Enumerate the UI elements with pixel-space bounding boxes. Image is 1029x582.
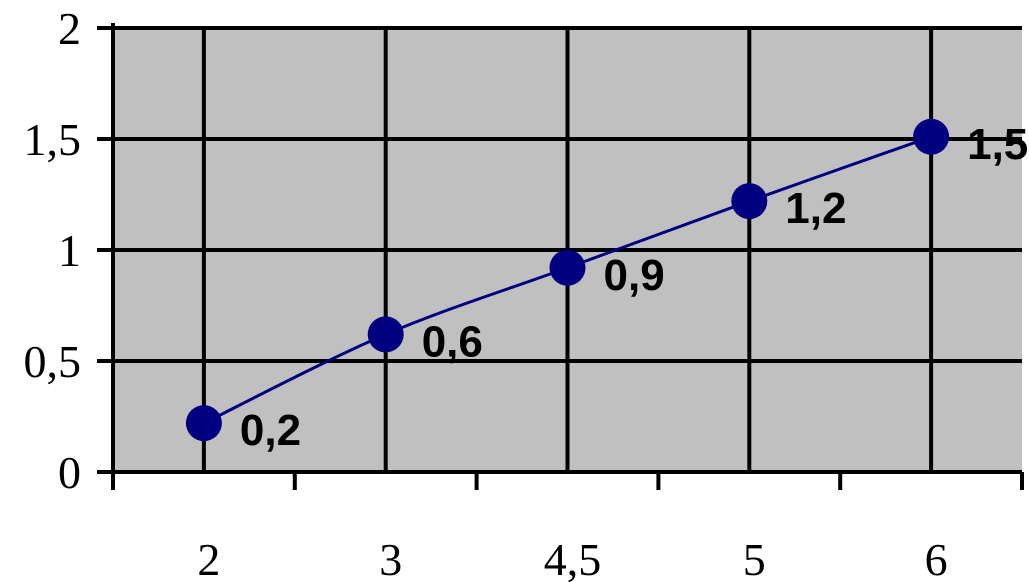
x-tick-label-5: 5: [743, 534, 766, 582]
horizontal-gridlines: [113, 26, 1022, 363]
data-label-2: 0,2: [240, 406, 301, 455]
data-labels: 0,2 0,6 0,9 1,2 1,5: [240, 120, 1028, 455]
y-tick-label-2: 2: [58, 3, 81, 54]
x-axis-tick-labels: 2 3 4,5 5 6: [197, 534, 947, 582]
y-tick-label-0,5: 0,5: [24, 336, 82, 387]
data-point-6: [913, 118, 950, 155]
x-tick-label-2: 2: [197, 534, 220, 582]
data-point-3: [367, 316, 404, 353]
y-tick-label-1: 1: [58, 225, 81, 276]
data-point-5: [731, 183, 768, 220]
y-tick-label-1,5: 1,5: [24, 114, 82, 165]
data-label-4,5: 0,9: [604, 251, 665, 300]
x-tick-label-4,5: 4,5: [544, 534, 602, 582]
data-label-3: 0,6: [422, 317, 483, 366]
data-label-5: 1,2: [785, 184, 846, 233]
data-point-4,5: [549, 249, 586, 286]
x-tick-label-3: 3: [379, 534, 402, 582]
data-label-6: 1,5: [967, 120, 1028, 169]
x-tick-label-6: 6: [925, 534, 948, 582]
y-tick-label-0: 0: [58, 447, 81, 498]
data-points: [185, 118, 950, 442]
axes: [97, 23, 1024, 490]
y-axis-tick-labels: 0 0,5 1 1,5 2: [24, 3, 82, 498]
data-point-2: [185, 405, 222, 442]
